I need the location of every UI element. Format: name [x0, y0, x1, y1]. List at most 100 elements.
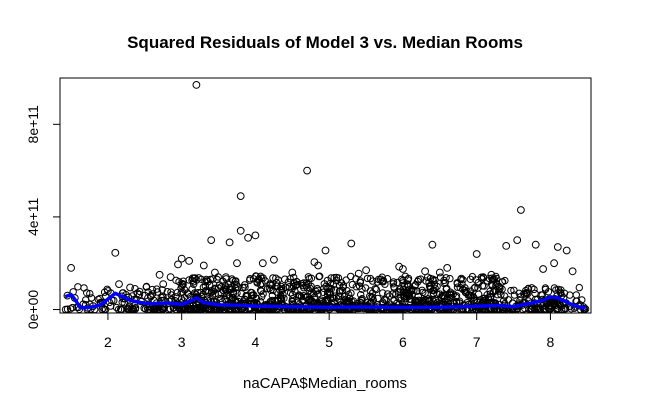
scatter-point — [408, 290, 416, 299]
scatter-point — [252, 272, 260, 280]
scatter-point — [429, 275, 437, 283]
scatter-point — [566, 291, 574, 299]
scatter-point — [413, 287, 421, 295]
scatter-point — [205, 288, 213, 296]
scatter-point — [303, 284, 311, 292]
scatter-point — [271, 296, 279, 305]
scatter-point — [525, 305, 533, 313]
scatter-point — [338, 286, 347, 295]
scatter-point — [550, 259, 558, 268]
x-tick-label: 3 — [178, 334, 186, 350]
scatter-point — [486, 290, 495, 298]
scatter-point — [80, 284, 88, 292]
scatter-point — [205, 305, 214, 314]
scatter-point — [466, 275, 475, 283]
scatter-point — [433, 290, 441, 298]
scatter-point — [300, 292, 308, 300]
scatter-point — [133, 289, 142, 298]
scatter-point — [496, 284, 504, 293]
scatter-point — [314, 290, 322, 298]
scatter-point — [481, 294, 489, 303]
scatter-point — [177, 254, 186, 263]
scatter-point — [472, 276, 480, 284]
scatter-point — [459, 276, 467, 284]
scatter-point — [321, 246, 330, 255]
scatter-point — [151, 305, 160, 313]
scatter-point — [515, 289, 523, 297]
scatter-point — [440, 276, 448, 285]
scatter-point — [420, 296, 428, 304]
scatter-point — [278, 286, 286, 295]
x-tick-label: 2 — [104, 334, 112, 350]
scatter-point — [297, 280, 306, 288]
scatter-point — [568, 267, 577, 276]
scatter-point — [188, 274, 197, 283]
scatter-point — [507, 286, 515, 295]
scatter-point — [541, 285, 550, 294]
scatter-point — [192, 81, 201, 89]
scatter-point — [225, 238, 234, 247]
scatter-point — [189, 301, 198, 309]
x-tick-label: 7 — [473, 334, 481, 350]
scatter-point — [458, 280, 466, 289]
scatter-point — [363, 274, 372, 283]
scatter-point — [140, 291, 149, 300]
scatter-point — [196, 305, 204, 313]
scatter-point — [413, 277, 422, 286]
scatter-point — [348, 280, 357, 289]
scatter-point — [188, 285, 196, 293]
scatter-point — [468, 291, 476, 300]
scatter-point — [131, 285, 139, 293]
scatter-point — [356, 277, 365, 285]
scatter-point — [562, 246, 571, 255]
scatter-point — [572, 291, 580, 299]
scatter-point — [470, 284, 478, 292]
scatter-point — [148, 285, 157, 294]
scatter-point — [159, 280, 168, 289]
scatter-point — [258, 259, 267, 268]
scatter-point — [66, 305, 75, 313]
scatter-point — [207, 236, 216, 245]
scatter-point — [347, 239, 356, 248]
scatter-point — [236, 226, 245, 235]
scatter-point — [324, 283, 332, 292]
scatter-point — [407, 295, 415, 303]
scatter-point — [172, 305, 180, 314]
scatter-point — [268, 281, 276, 289]
scatter-point — [159, 293, 167, 301]
scatter-point — [325, 288, 334, 296]
scatter-point — [307, 274, 316, 282]
scatter-point — [501, 292, 509, 300]
scatter-point — [399, 288, 408, 296]
y-tick-label: 4e+11 — [25, 198, 41, 236]
scatter-point — [86, 289, 94, 298]
scatter-point — [126, 283, 135, 292]
scatter-point — [229, 276, 237, 285]
scatter-point — [87, 294, 96, 302]
scatter-point — [288, 290, 297, 299]
scatter-point — [74, 283, 82, 291]
scatter-point — [478, 282, 487, 290]
scatter-point — [532, 304, 540, 312]
scatter-point — [345, 290, 353, 299]
scatter-point — [501, 276, 509, 285]
scatter-point — [575, 283, 583, 292]
scatter-point — [222, 273, 230, 282]
scatter-point — [288, 268, 297, 277]
scatter-point — [464, 291, 472, 299]
scatter-point — [104, 287, 112, 295]
scatter-point — [256, 280, 265, 289]
scatter-point — [280, 294, 288, 302]
scatter-point — [528, 284, 536, 292]
scatter-point — [447, 290, 455, 298]
scatter-point — [428, 240, 437, 249]
scatter-point — [513, 236, 522, 245]
scatter-point — [517, 206, 525, 214]
scatter-point — [236, 192, 245, 201]
scatter-point — [118, 298, 126, 306]
scatter-point — [211, 268, 219, 277]
scatter-point — [314, 286, 322, 294]
scatter-point — [233, 259, 241, 268]
scatter-point — [411, 297, 420, 305]
